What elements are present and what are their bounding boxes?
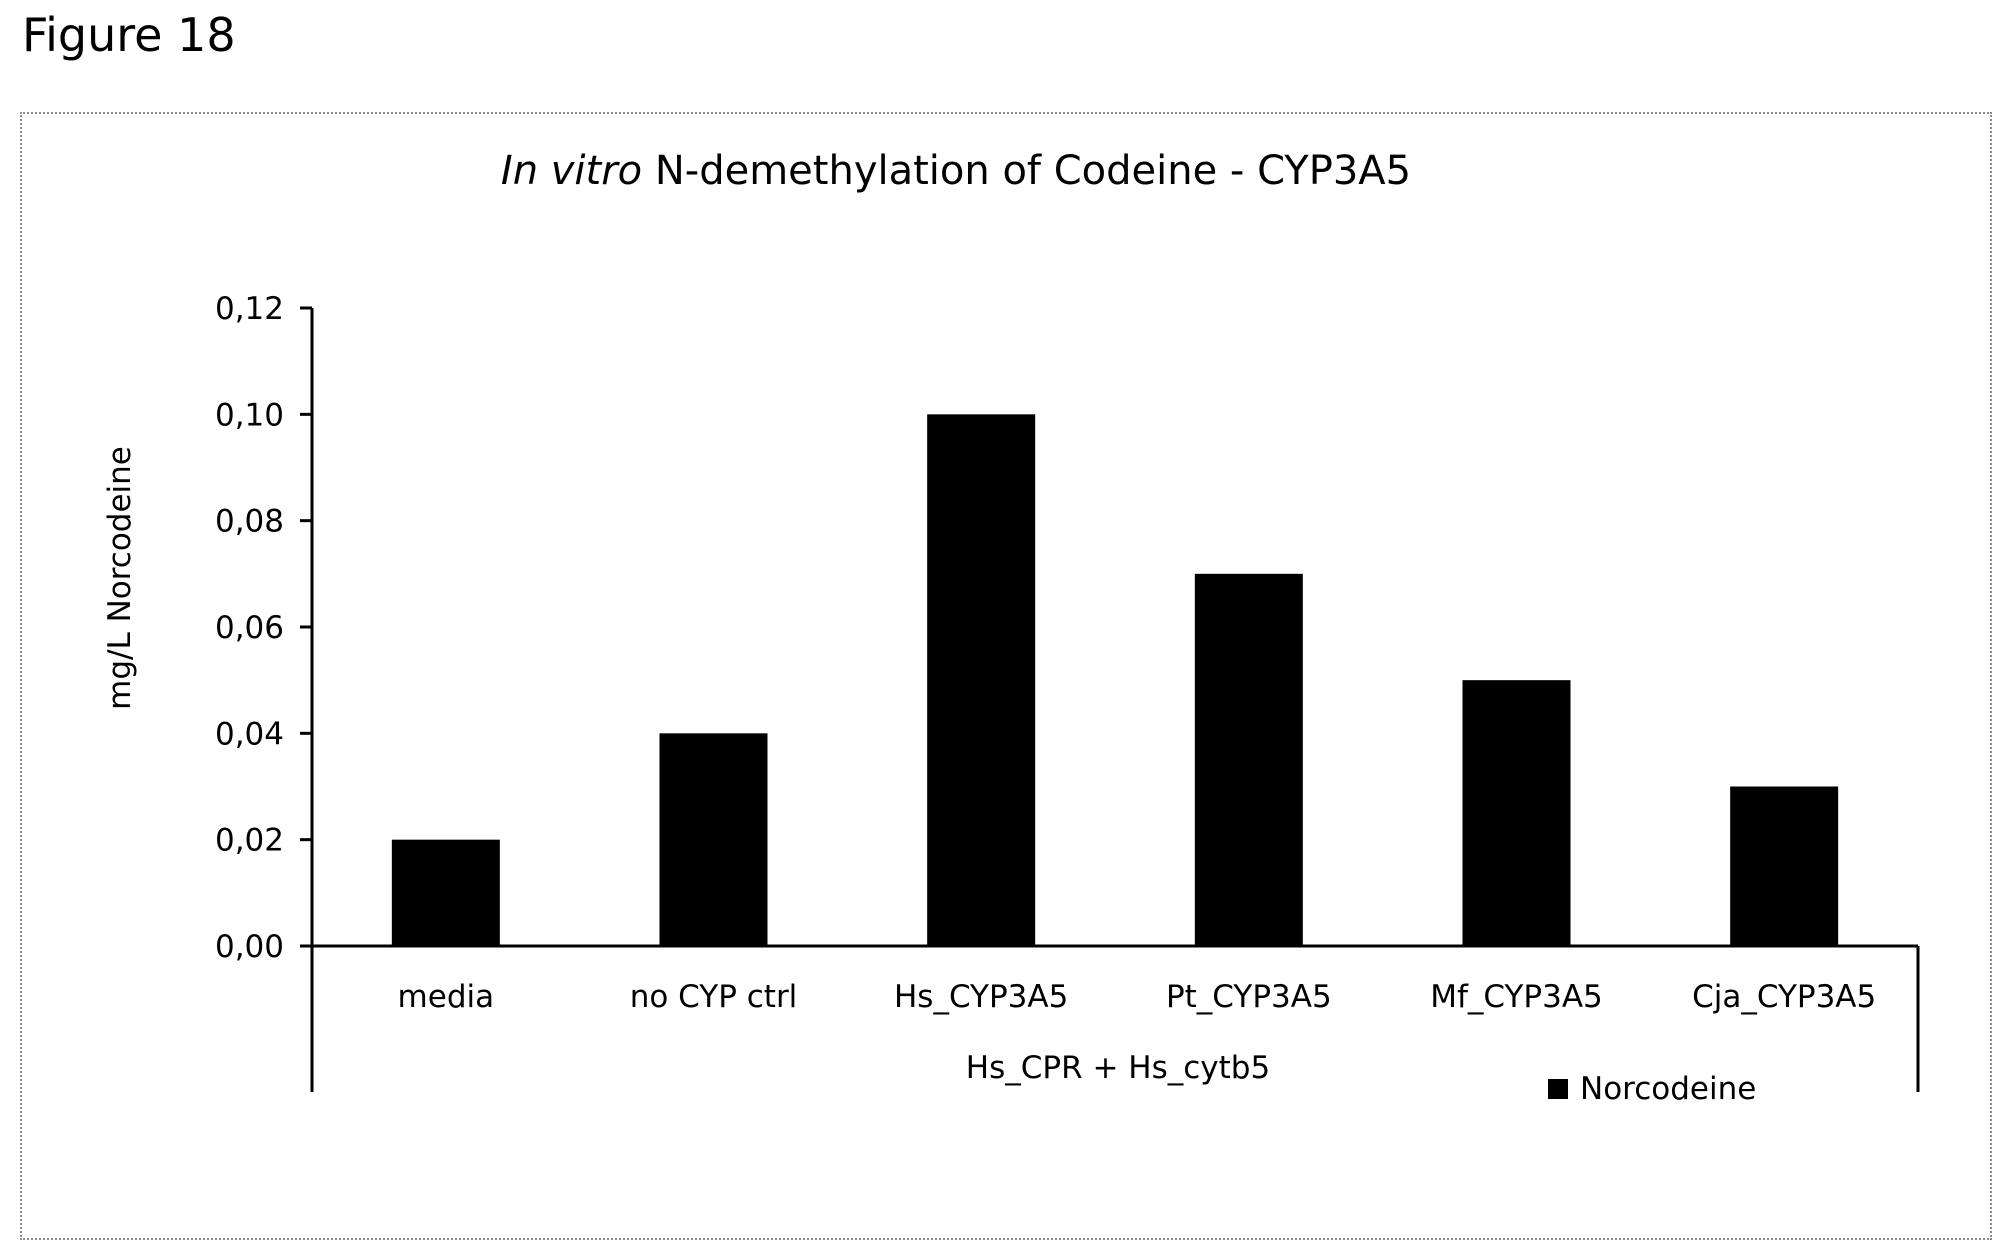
legend-swatch-norcodeine — [1548, 1079, 1568, 1099]
legend: Norcodeine — [1548, 1071, 1756, 1107]
y-tick-label: 0,00 — [215, 929, 284, 965]
x-tick-label: media — [398, 979, 495, 1015]
y-tick-label: 0,06 — [215, 610, 284, 646]
x-axis-group-label: Hs_CPR + Hs_cytb5 — [966, 1050, 1270, 1086]
chart-title: In vitro N-demethylation of Codeine - CY… — [501, 148, 1411, 194]
x-tick-label: no CYP ctrl — [630, 979, 798, 1015]
bar — [1730, 786, 1839, 946]
y-axis-label: mg/L Norcodeine — [102, 446, 138, 710]
bar — [1194, 573, 1303, 946]
y-tick-label: 0,04 — [215, 716, 284, 752]
chart-title-italic: In vitro — [501, 148, 642, 194]
y-tick-label: 0,10 — [215, 397, 284, 433]
x-tick-label: Mf_CYP3A5 — [1430, 979, 1603, 1015]
figure-label: Figure 18 — [22, 8, 236, 62]
bar — [927, 414, 1036, 946]
legend-label-norcodeine: Norcodeine — [1580, 1071, 1756, 1107]
chart-frame — [20, 112, 1992, 1240]
bar — [391, 839, 500, 946]
x-tick-label: Pt_CYP3A5 — [1166, 979, 1332, 1015]
bar — [659, 733, 768, 946]
x-tick-label: Hs_CYP3A5 — [894, 979, 1068, 1015]
bar — [1462, 680, 1571, 946]
y-tick-label: 0,02 — [215, 823, 284, 859]
plot-area: 0,00 0,02 0,04 0,06 0,08 0,10 0,12 media no CYP … — [215, 291, 1920, 1092]
chart-title-main: N-demethylation of Codeine - CYP3A5 — [642, 148, 1411, 194]
x-tick-label: Cja_CYP3A5 — [1692, 979, 1876, 1015]
y-tick-label: 0,12 — [215, 291, 284, 327]
y-tick-label: 0,08 — [215, 504, 284, 540]
